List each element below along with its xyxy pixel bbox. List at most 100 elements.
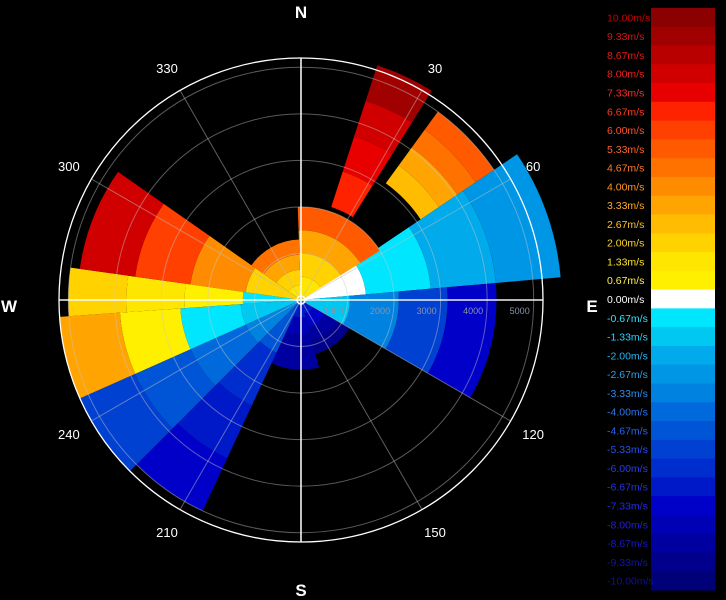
azimuth-label-120: 120: [522, 427, 544, 442]
legend-swatch: [651, 383, 715, 403]
legend-label: -9.33m/s: [607, 557, 648, 569]
legend-swatch: [651, 8, 715, 28]
legend-swatch: [651, 101, 715, 122]
azimuth-line: [91, 299, 302, 422]
legend-label: -0.67m/s: [607, 313, 648, 325]
velocity-cell-sector-4-bin-3: [311, 320, 350, 354]
legend-swatch: [651, 233, 715, 253]
legend-swatch: [651, 158, 715, 178]
velocity-cell-sector-11-bin-3: [251, 239, 300, 274]
velocity-cell-sector-5-bin-1: [286, 315, 311, 335]
azimuth-label-150: 150: [424, 525, 446, 540]
azimuth-line: [179, 90, 302, 301]
velocity-cell-sector-6-bin-0: [259, 300, 301, 353]
legend-label: -2.67m/s: [607, 369, 648, 381]
velocity-cell-sector-7-bin-3: [79, 373, 173, 472]
velocity-cell-sector-8-bin-3: [59, 312, 136, 399]
velocity-cell-sector-0-bin-1: [342, 136, 393, 186]
legend-swatch: [651, 552, 715, 572]
velocity-cell-sector-6-bin-2: [177, 382, 252, 459]
velocity-cell-sector-7-bin-2: [135, 349, 216, 429]
legend-swatch: [651, 45, 715, 65]
velocity-cell-sector-5-bin-3: [271, 347, 320, 370]
velocity-cell-sector-5-bin-0: [293, 300, 306, 318]
legend-swatch: [651, 26, 715, 47]
legend-label: 4.00m/s: [607, 181, 644, 193]
legend-swatch: [651, 214, 715, 234]
legend-label: -1.33m/s: [607, 332, 648, 344]
velocity-cell-sector-12-bin-0: [300, 276, 321, 300]
legend-swatch: [651, 308, 715, 328]
velocity-cell-sector-6-bin-3: [136, 423, 228, 511]
legend-swatch: [651, 402, 715, 422]
velocity-cell-sector-3-bin-3: [427, 282, 497, 398]
azimuth-label-60: 60: [526, 159, 540, 174]
legend-label: 5.33m/s: [607, 144, 644, 156]
velocity-cell-sector-2-bin-2: [409, 190, 496, 289]
velocity-cell-sector-1-bin-2: [411, 129, 476, 195]
azimuth-line: [179, 299, 302, 510]
legend-swatch: [651, 496, 715, 516]
velocity-cell-sector-1-bin-1: [398, 147, 458, 207]
velocity-cell-sector-4-bin-1: [304, 306, 326, 327]
velocity-cell-sector-2-bin-1: [355, 227, 431, 295]
velocity-cell-sector-10-bin-2: [135, 203, 210, 285]
legend-label: -8.00m/s: [607, 519, 648, 531]
legend-label: 0.00m/s: [607, 294, 644, 306]
velocity-cell-sector-8-bin-0: [240, 300, 301, 325]
legend-swatch: [651, 439, 715, 460]
velocity-cell-sector-3-bin-1: [343, 291, 399, 349]
legend-swatch: [651, 289, 715, 309]
velocity-cell-sector-7-bin-0: [245, 300, 301, 343]
legend-swatch: [651, 176, 715, 197]
azimuth-line: [300, 90, 423, 301]
range-label-5000: 5000: [510, 306, 530, 316]
legend-label: 6.00m/s: [607, 125, 644, 137]
velocity-cell-sector-12-bin-1: [299, 253, 341, 288]
range-label-3000: 3000: [417, 306, 437, 316]
velocity-cell-sector-1-bin-0: [385, 165, 439, 220]
azimuth-line: [300, 299, 511, 422]
range-label-1000: 1000: [324, 306, 344, 316]
legend-swatch: [651, 477, 715, 497]
legend-label: -7.33m/s: [607, 501, 648, 513]
legend-swatch: [651, 421, 715, 441]
legend-swatch: [651, 571, 715, 591]
velocity-cell-sector-9-bin-2: [126, 275, 186, 313]
legend-label: 8.00m/s: [607, 69, 644, 81]
azimuth-label-300: 300: [58, 159, 80, 174]
legend-label: 7.33m/s: [607, 87, 644, 99]
legend-label: 2.00m/s: [607, 238, 644, 250]
velocity-color-legend: 10.00m/s 9.33m/s 8.67m/s 8.00m/s 7.33m/s 6.67…: [607, 8, 715, 591]
velocity-cell-sector-6-bin-1: [218, 341, 277, 406]
legend-label: 0.67m/s: [607, 275, 644, 287]
legend-label: 1.33m/s: [607, 256, 644, 268]
azimuth-label-330: 330: [156, 61, 178, 76]
legend-swatch: [651, 139, 715, 159]
velocity-cell-sector-3-bin-2: [385, 287, 448, 374]
compass-east-label: E: [586, 297, 597, 316]
velocity-cell-sector-5-bin-2: [278, 331, 315, 353]
legend-label: -5.33m/s: [607, 444, 648, 456]
velocity-cell-sector-2-bin-3: [463, 154, 561, 283]
velocity-cell-sector-0-bin-2: [354, 100, 412, 154]
velocity-cell-sector-8-bin-2: [119, 308, 191, 374]
legend-swatch: [651, 533, 715, 553]
range-azimuth-grid: [58, 57, 544, 543]
velocity-cell-sector-11-bin-2: [263, 254, 300, 283]
velocity-cell-sector-4-bin-2: [308, 313, 338, 341]
legend-label: 9.33m/s: [607, 31, 644, 43]
legend-label: 3.33m/s: [607, 200, 644, 212]
chart-labels: N E S W 30 60 120 150 210 240 300 330 1000 2000 30…: [1, 3, 598, 600]
velocity-cell-sector-0-bin-3: [365, 65, 432, 123]
legend-label: -6.67m/s: [607, 482, 648, 494]
compass-north-label: N: [295, 3, 307, 22]
legend-swatch: [651, 83, 715, 103]
velocity-cell-sector-7-bin-1: [190, 324, 259, 386]
velocity-cell-sector-0-bin-0: [331, 171, 373, 218]
legend-label: -2.00m/s: [607, 350, 648, 362]
legend-label: -10.00m/s: [607, 576, 654, 588]
legend-swatch: [651, 252, 715, 272]
legend-label: 8.67m/s: [607, 50, 644, 62]
